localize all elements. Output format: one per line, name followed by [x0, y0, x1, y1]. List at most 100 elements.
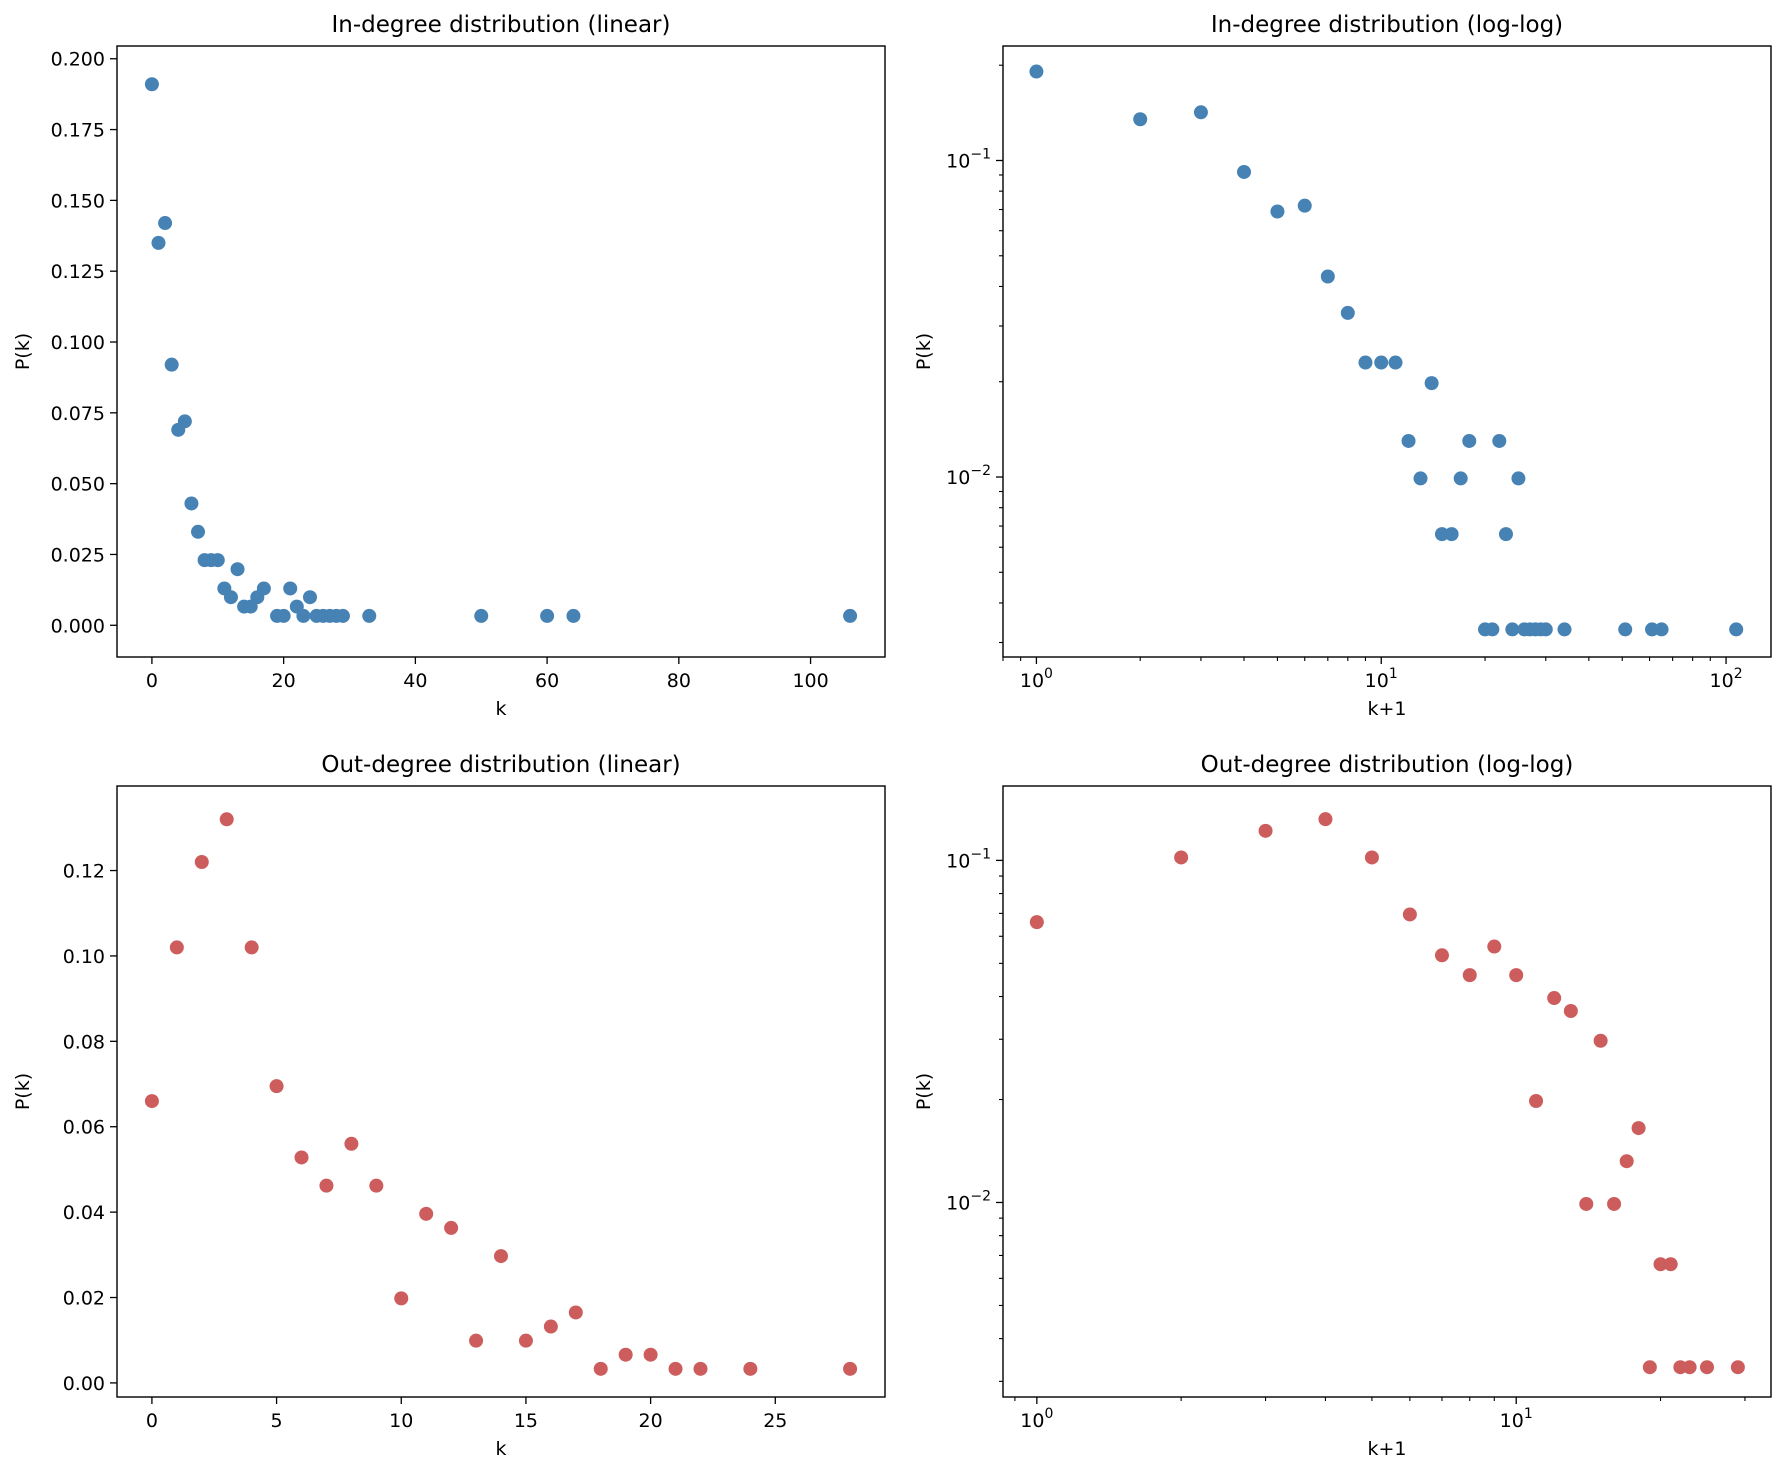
data-point: [144, 77, 159, 92]
y-tick-label: 0.12: [63, 861, 105, 883]
x-tick-label: 60: [535, 670, 559, 692]
data-point: [302, 590, 317, 605]
data-point: [1258, 823, 1273, 838]
data-point: [1619, 1154, 1634, 1169]
data-point: [362, 608, 377, 623]
chart-title: Out-degree distribution (linear): [321, 752, 680, 778]
data-point: [743, 1361, 758, 1376]
data-point: [1174, 850, 1189, 865]
data-point: [1462, 968, 1477, 983]
y-axis-label: P(k): [12, 1073, 34, 1110]
data-point: [1193, 105, 1208, 120]
y-axis-label: P(k): [12, 333, 34, 370]
tick-exponent: 0: [1044, 1406, 1053, 1422]
tick-base: 10: [1365, 670, 1389, 692]
x-tick-label: 40: [403, 670, 427, 692]
data-point: [244, 940, 259, 955]
tick-exponent: 2: [1734, 666, 1743, 682]
y-tick-label: 10−1: [946, 146, 991, 172]
data-point: [1557, 622, 1572, 637]
data-point: [1270, 204, 1285, 219]
chart-in-loglog: In-degree distribution (log-log) k+1 P(k) 1…: [913, 12, 1772, 720]
data-point: [843, 608, 858, 623]
tick-base: 10: [946, 467, 970, 489]
data-point: [1401, 433, 1416, 448]
data-point: [1237, 164, 1252, 179]
axes-frame: [116, 45, 886, 658]
y-tick-label: 0.06: [63, 1117, 105, 1139]
tick-exponent: 1: [1524, 1406, 1533, 1422]
data-point: [276, 608, 291, 623]
y-tick-label: 10−1: [946, 846, 991, 872]
axes-frame: [1002, 45, 1772, 658]
chart-title: In-degree distribution (log-log): [1211, 12, 1563, 38]
data-point: [164, 357, 179, 372]
x-tick-label: 20: [272, 670, 296, 692]
x-tick-label: 100: [1020, 1406, 1053, 1432]
data-point: [540, 608, 555, 623]
data-point: [369, 1178, 384, 1193]
data-point: [1682, 1360, 1697, 1375]
data-point: [1663, 1257, 1678, 1272]
y-tick-label: 0.200: [51, 49, 105, 71]
tick-exponent: 0: [1044, 666, 1053, 682]
x-tick-label: 80: [667, 670, 691, 692]
y-tick-label: 0.08: [63, 1031, 105, 1053]
tick-base: 10: [946, 150, 970, 172]
y-tick-label: 0.050: [51, 474, 105, 496]
x-tick-label: 15: [514, 1410, 538, 1432]
data-point: [169, 940, 184, 955]
data-point: [1297, 198, 1312, 213]
x-tick-label: 10: [389, 1410, 413, 1432]
tick-exponent: 1: [1389, 666, 1398, 682]
data-point: [1631, 1121, 1646, 1136]
axes-frame: [1002, 785, 1772, 1398]
tick-exponent: −2: [970, 1188, 991, 1204]
y-tick-label: 0.150: [51, 190, 105, 212]
chart-in-linear: In-degree distribution (linear) k P(k) 0 20 4…: [12, 12, 886, 720]
data-point: [269, 1079, 284, 1094]
chart-out-linear: Out-degree distribution (linear) k P(k) 0 5 1…: [12, 752, 886, 1460]
x-tick-label: 101: [1500, 1406, 1533, 1432]
y-tick-label: 0.04: [63, 1202, 105, 1224]
data-point: [1133, 112, 1148, 127]
data-point: [1563, 1003, 1578, 1018]
data-point: [191, 524, 206, 539]
tick-base: 10: [1710, 670, 1734, 692]
x-tick-label: 101: [1365, 666, 1398, 692]
tick-exponent: −1: [970, 146, 991, 162]
data-point: [256, 581, 271, 596]
data-point: [223, 590, 238, 605]
y-tick-label: 0.025: [51, 544, 105, 566]
data-point: [1364, 850, 1379, 865]
data-point: [1654, 622, 1669, 637]
tick-base: 10: [946, 1192, 970, 1214]
chart-title: Out-degree distribution (log-log): [1201, 752, 1574, 778]
data-point: [1579, 1196, 1594, 1211]
y-tick-label: 0.100: [51, 332, 105, 354]
data-point: [344, 1136, 359, 1151]
data-point: [184, 496, 199, 511]
data-point: [518, 1333, 533, 1348]
x-axis-label: k: [495, 1438, 506, 1460]
data-point: [1413, 471, 1428, 486]
data-point: [294, 1150, 309, 1165]
x-tick-label: 0: [146, 670, 158, 692]
data-point: [1318, 812, 1333, 827]
data-point: [151, 235, 166, 250]
tick-exponent: −2: [970, 463, 991, 479]
data-point: [444, 1220, 459, 1235]
data-point: [1653, 1257, 1668, 1272]
data-point: [1730, 1360, 1745, 1375]
data-point: [668, 1361, 683, 1376]
chart-out-loglog: Out-degree distribution (log-log) k+1 P(k)…: [913, 752, 1772, 1460]
data-point: [1492, 433, 1507, 448]
y-tick-label: 0.075: [51, 403, 105, 425]
data-point: [230, 562, 245, 577]
data-point: [319, 1178, 334, 1193]
data-point: [566, 608, 581, 623]
x-tick-label: 20: [639, 1410, 663, 1432]
data-point: [1029, 64, 1044, 79]
tick-base: 10: [1500, 1410, 1524, 1432]
data-point: [1388, 355, 1403, 370]
